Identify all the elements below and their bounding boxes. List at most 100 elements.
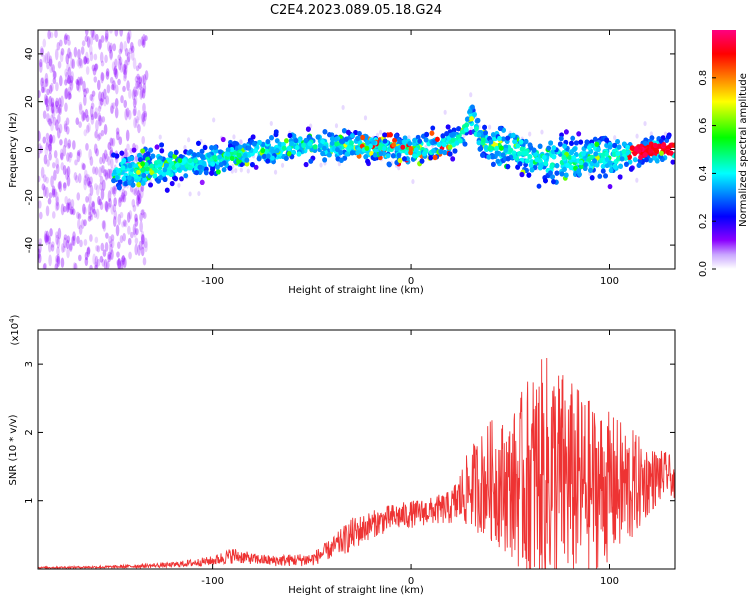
spectrogram-cell (635, 133, 639, 139)
spectrogram-cell (457, 138, 463, 144)
spectrogram-cell (341, 104, 345, 110)
spectrogram-cell (109, 186, 114, 195)
spectrogram-cell (648, 157, 653, 163)
spectrogram-cell (123, 40, 128, 52)
spectrogram-cell (111, 137, 116, 147)
spectrogram-cell (83, 56, 88, 65)
spectrogram-cell (57, 227, 62, 240)
spectrogram-cell (558, 135, 564, 142)
spectrogram-cell (303, 137, 309, 144)
spectrogram-cell (286, 145, 292, 152)
spectrogram-cell (117, 241, 121, 250)
spectrogram-cell (40, 77, 44, 87)
spectrogram-cell (212, 117, 216, 123)
spectrogram-cell (401, 139, 407, 145)
spectrogram-cell (69, 75, 74, 84)
spectrogram-cell (65, 53, 70, 65)
spectrogram-cell (386, 161, 392, 167)
spectrogram-cell (51, 109, 56, 119)
spectrogram-cell (447, 151, 453, 157)
spectrogram-y-label: Frequency (Hz) (8, 112, 19, 188)
spectrogram-cell (138, 82, 143, 90)
spectrogram-cell (63, 137, 68, 148)
spectrogram-cell (63, 234, 68, 241)
spectrogram-cell (101, 164, 105, 174)
spectrogram-cell (41, 81, 45, 94)
spectrogram-cell (114, 68, 119, 80)
spectrogram-cell (106, 84, 111, 94)
spectrogram-cell (273, 129, 279, 135)
spectrogram-cell (133, 94, 138, 106)
spectrogram-cell (92, 67, 97, 76)
spectrogram-cell (424, 131, 429, 138)
spectrogram-cell (55, 231, 59, 239)
spectrogram-cell (130, 45, 135, 53)
spectrogram-axes: -100 0 100 -40 -20 0 20 40 (24, 30, 675, 287)
spectrogram-cell (335, 147, 340, 153)
spectrogram-cell (651, 155, 657, 161)
spectrogram-cell (85, 114, 90, 123)
spectrogram-cell (220, 136, 226, 143)
spectrogram-cell (131, 147, 137, 153)
spectrogram-cell (100, 35, 105, 43)
spectrogram-cell (60, 257, 65, 268)
spectrogram-cell (604, 151, 609, 157)
spectrogram-cell (135, 228, 139, 236)
spectrogram-cell (100, 129, 105, 137)
spectrogram-cell (218, 149, 223, 155)
spectrogram-cell (117, 258, 121, 269)
spectrogram-cell (54, 191, 59, 203)
spectrogram-cell (134, 237, 139, 245)
spectrogram-cell (265, 158, 271, 164)
spectrogram-cell (80, 162, 85, 171)
spectrogram-cell (105, 95, 110, 105)
spectrogram-cell (114, 84, 119, 95)
spectrogram-cell (112, 204, 117, 213)
spectrogram-cell (548, 170, 553, 176)
spectrogram-cell (89, 264, 93, 269)
spectrogram-cell (470, 104, 475, 110)
spectrogram-cell (51, 211, 56, 219)
spectrogram-cell (244, 161, 250, 167)
spectrogram-cell (100, 71, 104, 84)
spectrogram-cell (110, 105, 114, 115)
spectrogram-cell (118, 136, 123, 146)
spectrogram-cell (571, 155, 577, 161)
spectrogram-cell (168, 151, 174, 157)
y-tick-label: 3 (24, 361, 35, 367)
spectrogram-cell (303, 161, 309, 168)
spectrogram-cell (101, 116, 106, 123)
spectrogram-cell (95, 184, 100, 196)
spectrogram-cell (140, 183, 145, 192)
spectrogram-cell (140, 246, 145, 257)
spectrogram-cell (140, 186, 144, 199)
spectrogram-cell (68, 80, 73, 87)
spectrogram-cell (99, 51, 104, 64)
spectrogram-cell (70, 71, 75, 82)
spectrogram-cell (104, 32, 109, 42)
spectrogram-cell (108, 198, 112, 208)
spectrogram-cell (82, 163, 86, 171)
spectrogram-cell (177, 157, 183, 164)
spectrogram-cell (327, 132, 332, 138)
spectrogram-cell (136, 189, 141, 202)
spectrogram-cell (65, 117, 70, 126)
spectrogram-cell (238, 139, 243, 145)
spectrogram-cell (402, 156, 407, 162)
colorbar-gradient (712, 30, 736, 269)
x-tick-label: -100 (201, 276, 224, 287)
spectrogram-cell (77, 57, 82, 69)
spectrogram-cell (411, 179, 415, 185)
spectrogram-cell (55, 119, 59, 131)
spectrogram-cell (119, 235, 124, 244)
spectrogram-cell (554, 170, 560, 176)
spectrogram-cell (109, 243, 113, 255)
spectrogram-cell (221, 167, 227, 173)
spectrogram-cell (44, 98, 49, 106)
spectrogram-cell (91, 90, 96, 97)
colorbar-ticks: 0.0 0.2 0.4 0.6 0.8 (698, 70, 716, 277)
spectrogram-cell (363, 154, 369, 160)
spectrogram-cell (343, 136, 349, 142)
spectrogram-cell (88, 193, 92, 204)
spectrogram-cell (140, 75, 145, 84)
